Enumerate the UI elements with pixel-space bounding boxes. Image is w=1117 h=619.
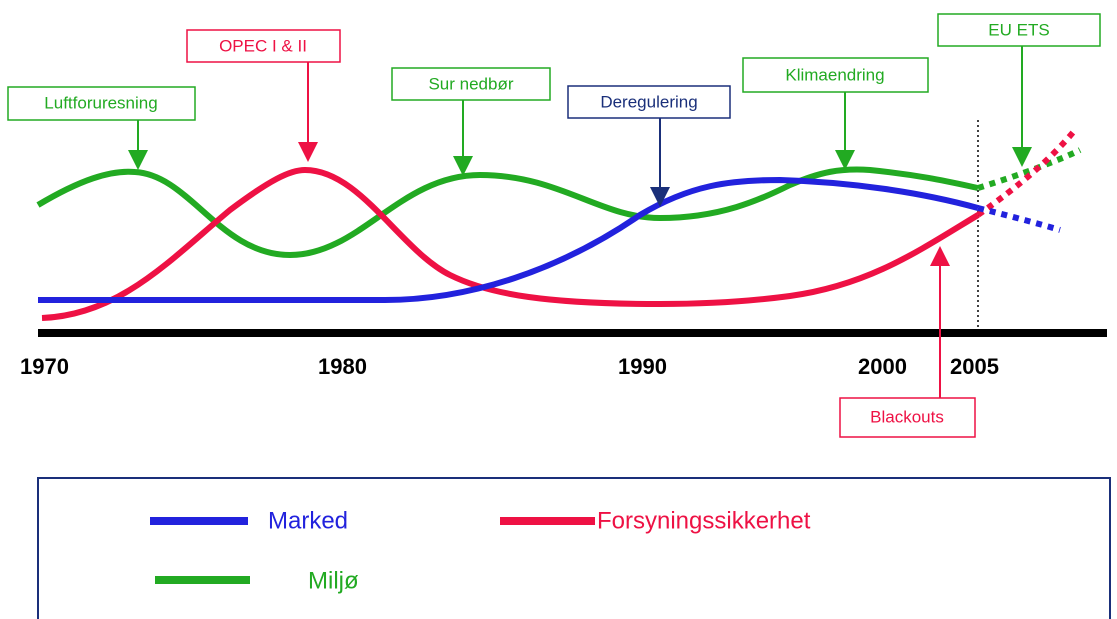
callout: OPEC I & II <box>186 29 341 162</box>
year-label: 2000 <box>858 354 907 379</box>
miljo-curve <box>36 166 979 259</box>
callout-label: OPEC I & II <box>219 36 307 55</box>
marked-curve <box>38 176 979 303</box>
legend-label: Forsyningssikkerhet <box>597 507 811 534</box>
legend-label: Miljø <box>308 567 359 594</box>
callout: Sur nedbør <box>391 67 551 176</box>
callout: Deregulering <box>567 85 731 207</box>
callout-label: Luftforuresning <box>44 93 157 112</box>
legend-label: Marked <box>268 507 348 534</box>
callout-label: Klimaendring <box>785 65 884 84</box>
forsyning-curve <box>41 166 980 321</box>
legend-box <box>37 477 1111 619</box>
callout-label: Sur nedbør <box>428 74 513 93</box>
year-label: 2005 <box>950 354 999 379</box>
year-label: 1970 <box>20 354 69 379</box>
year-label: 1980 <box>318 354 367 379</box>
callout-label: EU ETS <box>988 20 1049 39</box>
callout-label: Deregulering <box>600 92 697 111</box>
callout: EU ETS <box>937 13 1101 167</box>
callout: Klimaendring <box>742 57 929 170</box>
year-label: 1990 <box>618 354 667 379</box>
callout: Blackouts <box>839 246 976 438</box>
miljo-forecast <box>977 147 1082 191</box>
callout-label: Blackouts <box>870 407 944 426</box>
marked-forecast <box>977 205 1061 233</box>
forsyning-forecast <box>976 128 1078 218</box>
callout: Luftforuresning <box>7 86 196 170</box>
